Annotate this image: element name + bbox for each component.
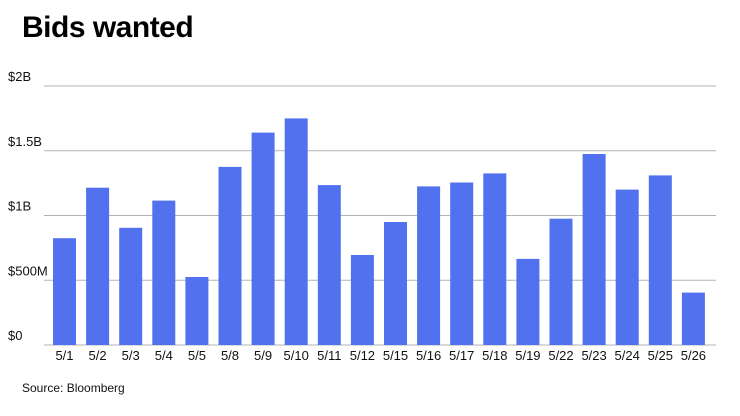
x-tick-label: 5/25: [648, 348, 673, 363]
bar: [152, 200, 176, 345]
y-axis-labels: $0 $500M $1B $1.5B $2B: [8, 69, 48, 343]
x-tick-label: 5/22: [548, 348, 573, 363]
bar: [516, 258, 540, 345]
y-tick-label: $0: [8, 328, 22, 343]
x-tick-label: 5/4: [155, 348, 173, 363]
x-tick-label: 5/15: [383, 348, 408, 363]
bar: [284, 118, 308, 346]
source-note: Source: Bloomberg: [22, 381, 125, 395]
x-tick-label: 5/8: [221, 348, 239, 363]
bar: [185, 277, 209, 345]
bar: [483, 173, 507, 345]
bar: [218, 166, 242, 345]
bar: [648, 175, 672, 345]
x-tick-label: 5/11: [317, 348, 341, 363]
gridlines: [44, 85, 716, 346]
bar: [549, 218, 573, 345]
x-tick-label: 5/10: [284, 348, 309, 363]
bar: [417, 186, 441, 345]
y-tick-label: $2B: [8, 69, 31, 84]
x-axis-labels: 5/1 5/2 5/3 5/4 5/5 5/8 5/9 5/10 5/11 5/12 5/15 5/1…: [55, 348, 706, 363]
x-tick-label: 5/2: [89, 348, 107, 363]
bar: [582, 154, 606, 345]
bar: [450, 182, 474, 345]
chart-title: Bids wanted: [22, 11, 194, 44]
x-tick-label: 5/24: [615, 348, 640, 363]
x-tick-label: 5/16: [416, 348, 441, 363]
bar: [350, 255, 374, 345]
x-tick-label: 5/5: [188, 348, 206, 363]
bar: [615, 189, 639, 345]
bar: [251, 132, 275, 345]
x-tick-label: 5/19: [515, 348, 540, 363]
bar: [681, 292, 705, 345]
x-tick-label: 5/18: [482, 348, 507, 363]
x-tick-label: 5/17: [449, 348, 474, 363]
bars: [53, 118, 705, 346]
bar: [384, 222, 407, 345]
x-tick-label: 5/9: [254, 348, 272, 363]
bar: [317, 185, 341, 345]
bar: [53, 238, 76, 345]
x-tick-label: 5/12: [350, 348, 375, 363]
y-tick-label: $500M: [8, 263, 48, 278]
x-tick-label: 5/1: [55, 348, 73, 363]
y-tick-label: $1B: [8, 199, 31, 214]
y-tick-label: $1.5B: [8, 134, 42, 149]
x-tick-label: 5/26: [681, 348, 706, 363]
bar: [119, 227, 143, 345]
bar: [86, 187, 110, 345]
x-tick-label: 5/3: [122, 348, 140, 363]
x-tick-label: 5/23: [581, 348, 606, 363]
